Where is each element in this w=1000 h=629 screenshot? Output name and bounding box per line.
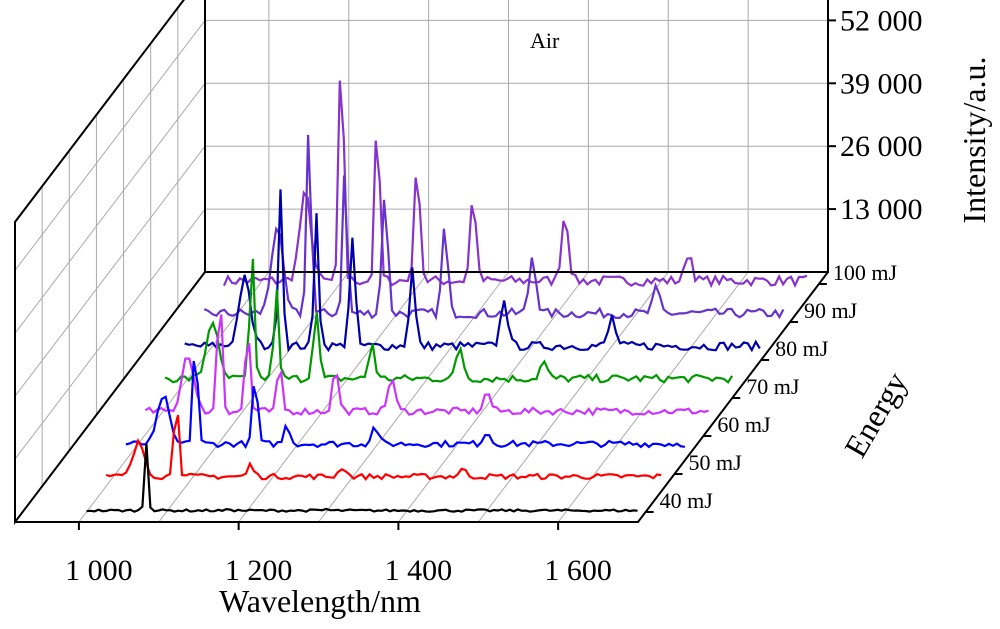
grid-line-floor	[238, 271, 430, 523]
series-line-50-mj	[105, 414, 662, 481]
series-group	[86, 80, 808, 513]
annotation-air: Air	[530, 28, 560, 53]
z-tick-label: 52 000	[840, 4, 923, 37]
energy-tick-label: 80 mJ	[775, 336, 829, 361]
energy-tick-label: 90 mJ	[804, 298, 858, 323]
grid-line-floor	[318, 271, 509, 523]
series-line-100-mj	[222, 80, 808, 289]
grid-line-floor	[397, 271, 589, 523]
axis-frame	[14, 0, 829, 525]
grid-line-left-wall	[14, 20, 206, 271]
energy-tick-label: 70 mJ	[746, 374, 800, 399]
y-axis-title: Energy	[837, 366, 914, 464]
back-wall	[204, 0, 829, 273]
z-axis-title: Intensity/a.u.	[956, 56, 992, 223]
series-line-80-mj	[164, 258, 734, 384]
grid-line-left-wall	[14, 145, 206, 397]
series-line-95-mj	[203, 134, 785, 321]
series-line-90-mj	[184, 189, 761, 353]
x-tick-labels: 1 000 1 200 1 400 1 600	[65, 522, 612, 587]
x-tick-label: 1 000	[65, 554, 133, 587]
z-tick-label: 13 000	[840, 193, 923, 226]
series-line-70-mj	[144, 314, 709, 417]
z-tick-label: 26 000	[840, 130, 923, 163]
grid-line-left-wall	[14, 208, 206, 460]
floor-edge	[15, 271, 829, 523]
energy-tick-label: 50 mJ	[688, 450, 742, 475]
grid-line-left-wall	[14, 82, 206, 334]
energy-tick-labels: 40 mJ 50 mJ 60 mJ 70 mJ 80 mJ 90 mJ 100 mJ	[645, 260, 898, 513]
left-wall	[14, 0, 206, 525]
grid-line-floor	[557, 271, 749, 523]
x-tick-label: 1 400	[385, 554, 453, 587]
series-line-60-mj	[125, 360, 686, 450]
z-tick-label: 39 000	[840, 67, 923, 100]
x-tick-label: 1 200	[225, 554, 293, 587]
energy-tick-label: 60 mJ	[717, 412, 771, 437]
series-line-40-mj	[86, 443, 638, 513]
energy-tick-label: 40 mJ	[660, 488, 714, 513]
x-tick-label: 1 600	[544, 554, 612, 587]
grid-line-floor	[477, 271, 669, 523]
z-tick-labels: 13 000 26 000 39 000 52 000	[828, 4, 923, 226]
x-axis-title: Wavelength/nm	[219, 583, 421, 619]
energy-tick-label: 100 mJ	[833, 260, 898, 285]
